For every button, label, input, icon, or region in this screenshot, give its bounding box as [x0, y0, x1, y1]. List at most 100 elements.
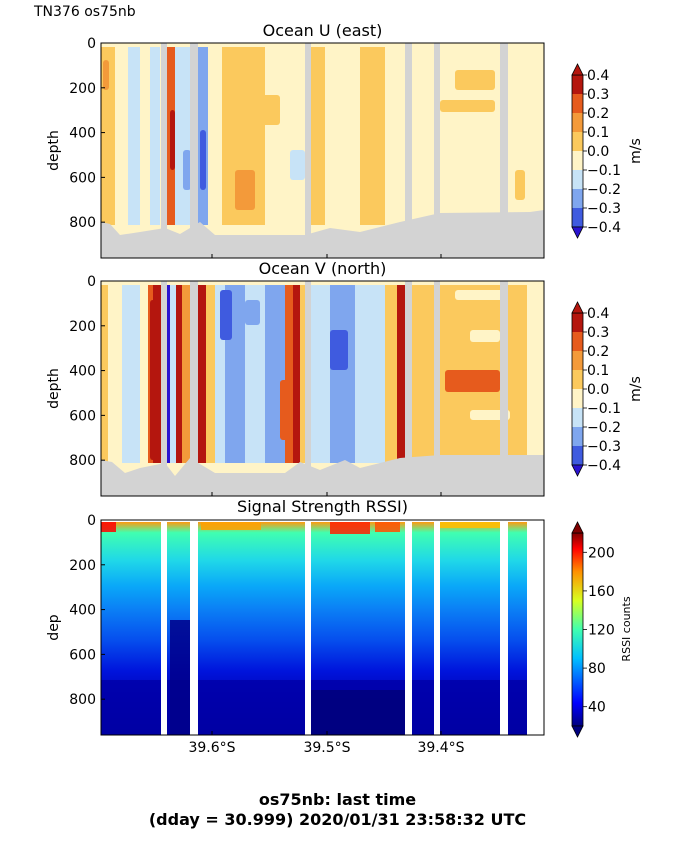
y-tick-label: 200 [69, 81, 96, 97]
panel-v-title: Ocean V (north) [258, 259, 387, 278]
colorbar-label: RSSI counts [620, 596, 633, 661]
colorbar-top-arrow [571, 301, 584, 314]
u-patch [200, 130, 206, 190]
y-axis-label: dep [46, 614, 62, 641]
ocean-v-plot [100, 280, 545, 497]
v-patch [330, 330, 348, 370]
rssi-gap [405, 520, 412, 735]
x-tick-label: 39.5°S [303, 740, 350, 756]
v-gap [161, 281, 167, 496]
v-patch [280, 380, 290, 440]
y-tick-label: 800 [69, 453, 96, 469]
y-tick-label: 600 [69, 170, 96, 186]
u-gap [305, 43, 311, 258]
colorbar-segment [572, 170, 583, 189]
colorbar-tick-label: 0.3 [587, 325, 609, 341]
u-patch [290, 150, 305, 180]
colorbar-segment [572, 208, 583, 227]
u-band [325, 47, 360, 225]
v-colorbar: 0.4 0.3 0.2 0.1 0.0 −0.1 −0.2 −0.3 −0.4 m/s [571, 301, 644, 477]
u-patch [183, 150, 191, 190]
u-band [310, 47, 325, 225]
v-band [167, 285, 170, 463]
x-tick-label: 39.6°S [188, 740, 235, 756]
u-patch [130, 90, 138, 130]
v-band [330, 285, 355, 463]
rssi-patch [440, 522, 500, 528]
v-band [170, 285, 176, 463]
colorbar-tick-label: 0.4 [587, 68, 609, 84]
rssi-patch [330, 522, 370, 534]
colorbar-tick-label: 0.4 [587, 306, 609, 322]
colorbar-bottom-arrow [571, 464, 584, 477]
v-patch [150, 300, 155, 460]
rssi-gap [161, 520, 167, 735]
v-patch [445, 370, 500, 392]
colorbar-tick-label: −0.4 [587, 220, 621, 236]
u-band [115, 47, 128, 225]
rssi-patch [310, 690, 410, 735]
colorbar-tick-label: 0.3 [587, 87, 609, 103]
v-band [245, 285, 265, 463]
u-band [385, 47, 405, 225]
ocean-u-plot [100, 42, 545, 259]
x-tick-label: 39.4°S [417, 740, 464, 756]
v-patch [470, 330, 500, 342]
u-colorbar: 0.4 0.3 0.2 0.1 0.0 −0.1 −0.2 −0.3 −0.4 m/s [571, 63, 644, 239]
u-band [101, 47, 115, 225]
v-band [101, 285, 108, 463]
v-band [355, 285, 385, 463]
rssi-colorbar: 200 160 120 80 40 RSSI counts [571, 521, 633, 738]
y-tick-label: 200 [69, 319, 96, 335]
colorbar-tick-label: 120 [588, 623, 615, 639]
u-patch [455, 70, 495, 90]
u-gap [434, 43, 440, 258]
u-band [412, 47, 434, 225]
colorbar-label: m/s [628, 138, 644, 164]
u-patch [515, 170, 525, 200]
y-tick-label: 0 [87, 513, 96, 529]
colorbar-tick-label: −0.2 [587, 182, 621, 198]
colorbar-segment [572, 189, 583, 208]
y-axis-label: depth [46, 368, 62, 409]
colorbar-label: m/s [628, 376, 644, 402]
colorbar-tick-label: 0.1 [587, 363, 609, 379]
rssi-patch [375, 522, 400, 532]
y-tick-label: 800 [69, 215, 96, 231]
colorbar-tick-label: 40 [588, 700, 606, 716]
rssi-gap [434, 520, 440, 735]
rssi-gap [190, 520, 198, 735]
colorbar-segment [572, 446, 583, 465]
colorbar-segment [572, 370, 583, 389]
v-band [206, 285, 215, 463]
v-gap [305, 281, 311, 496]
colorbar-segment [572, 332, 583, 351]
v-band [285, 285, 293, 463]
u-gap [161, 43, 167, 258]
footer-line-1: os75nb: last time [258, 790, 417, 809]
rssi-patch [101, 522, 116, 532]
u-band [128, 47, 140, 225]
u-band [208, 47, 222, 225]
v-patch [455, 290, 505, 300]
cruise-label: TN376 os75nb [34, 4, 136, 20]
u-patch [260, 95, 280, 125]
y-tick-label: 200 [69, 558, 96, 574]
u-band [360, 47, 385, 225]
colorbar-segment [572, 351, 583, 370]
colorbar-tick-label: 0.0 [587, 144, 609, 160]
u-patch [170, 110, 175, 170]
y-tick-label: 800 [69, 692, 96, 708]
panel-u-title: Ocean U (east) [262, 21, 383, 40]
v-patch [220, 290, 232, 340]
colorbar-segment [572, 408, 583, 427]
v-band [310, 285, 330, 463]
u-gap [500, 43, 508, 258]
v-band [198, 285, 206, 463]
figure-canvas: 0.40.30.20.10.0−0.1−0.2−0.3−0.4m/s 0.40.… [46, 36, 644, 756]
v-band [385, 285, 397, 463]
v-gap [434, 281, 440, 496]
u-patch [440, 100, 495, 112]
colorbar-segment [572, 113, 583, 132]
rssi-gap [500, 520, 508, 735]
